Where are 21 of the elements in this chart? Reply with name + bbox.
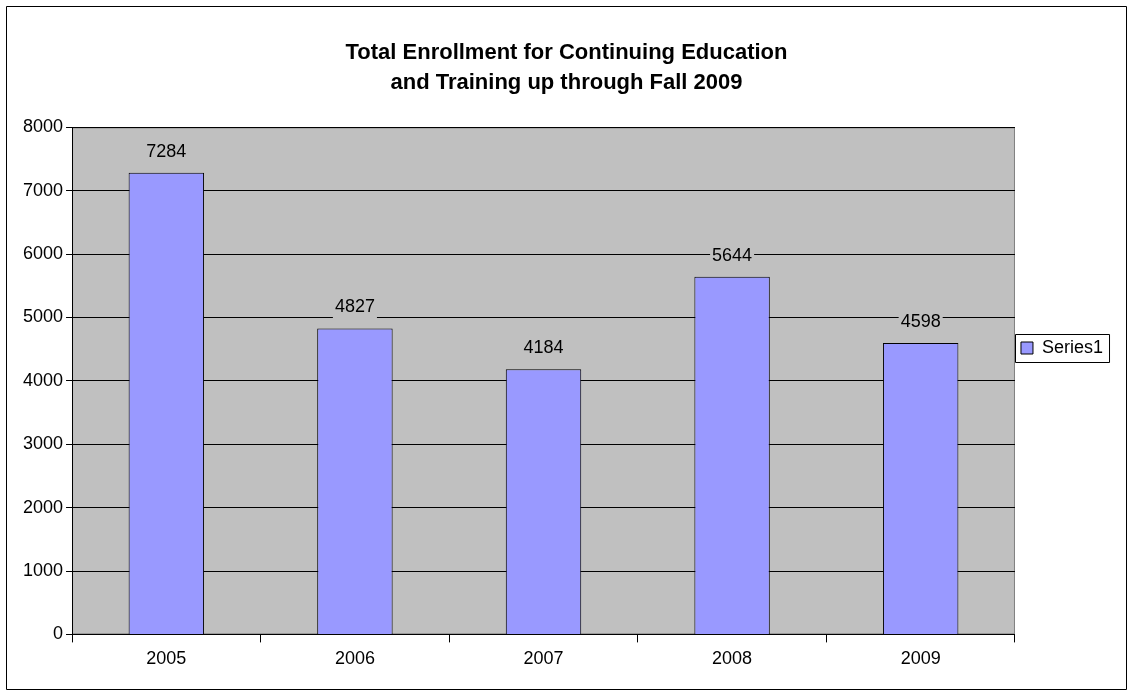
y-tick-label: 4000 — [23, 369, 64, 390]
chart-title: Total Enrollment for Continuing Education and Training up through Fall 2009 — [345, 38, 788, 94]
data-label: 4598 — [900, 310, 941, 331]
legend-label: Series1 — [1041, 336, 1103, 357]
x-tick-label: 2007 — [523, 648, 564, 669]
data-label: 4827 — [334, 296, 375, 317]
y-tick-label: 8000 — [23, 116, 64, 137]
data-label: 4184 — [523, 337, 564, 358]
y-tick-label: 2000 — [23, 496, 64, 517]
y-tick-label: 5000 — [23, 306, 64, 327]
y-tick-label: 1000 — [23, 559, 64, 580]
data-label: 5644 — [712, 244, 753, 265]
x-tick-label: 2005 — [146, 648, 187, 669]
y-tick-label: 0 — [53, 623, 64, 644]
x-tick-label: 2009 — [900, 648, 941, 669]
x-tick-label: 2008 — [712, 648, 753, 669]
y-tick-label: 6000 — [23, 243, 64, 264]
y-tick-label: 7000 — [23, 179, 64, 200]
data-label: 7284 — [146, 140, 187, 161]
y-tick-label: 3000 — [23, 433, 64, 454]
x-tick-label: 2006 — [334, 648, 375, 669]
